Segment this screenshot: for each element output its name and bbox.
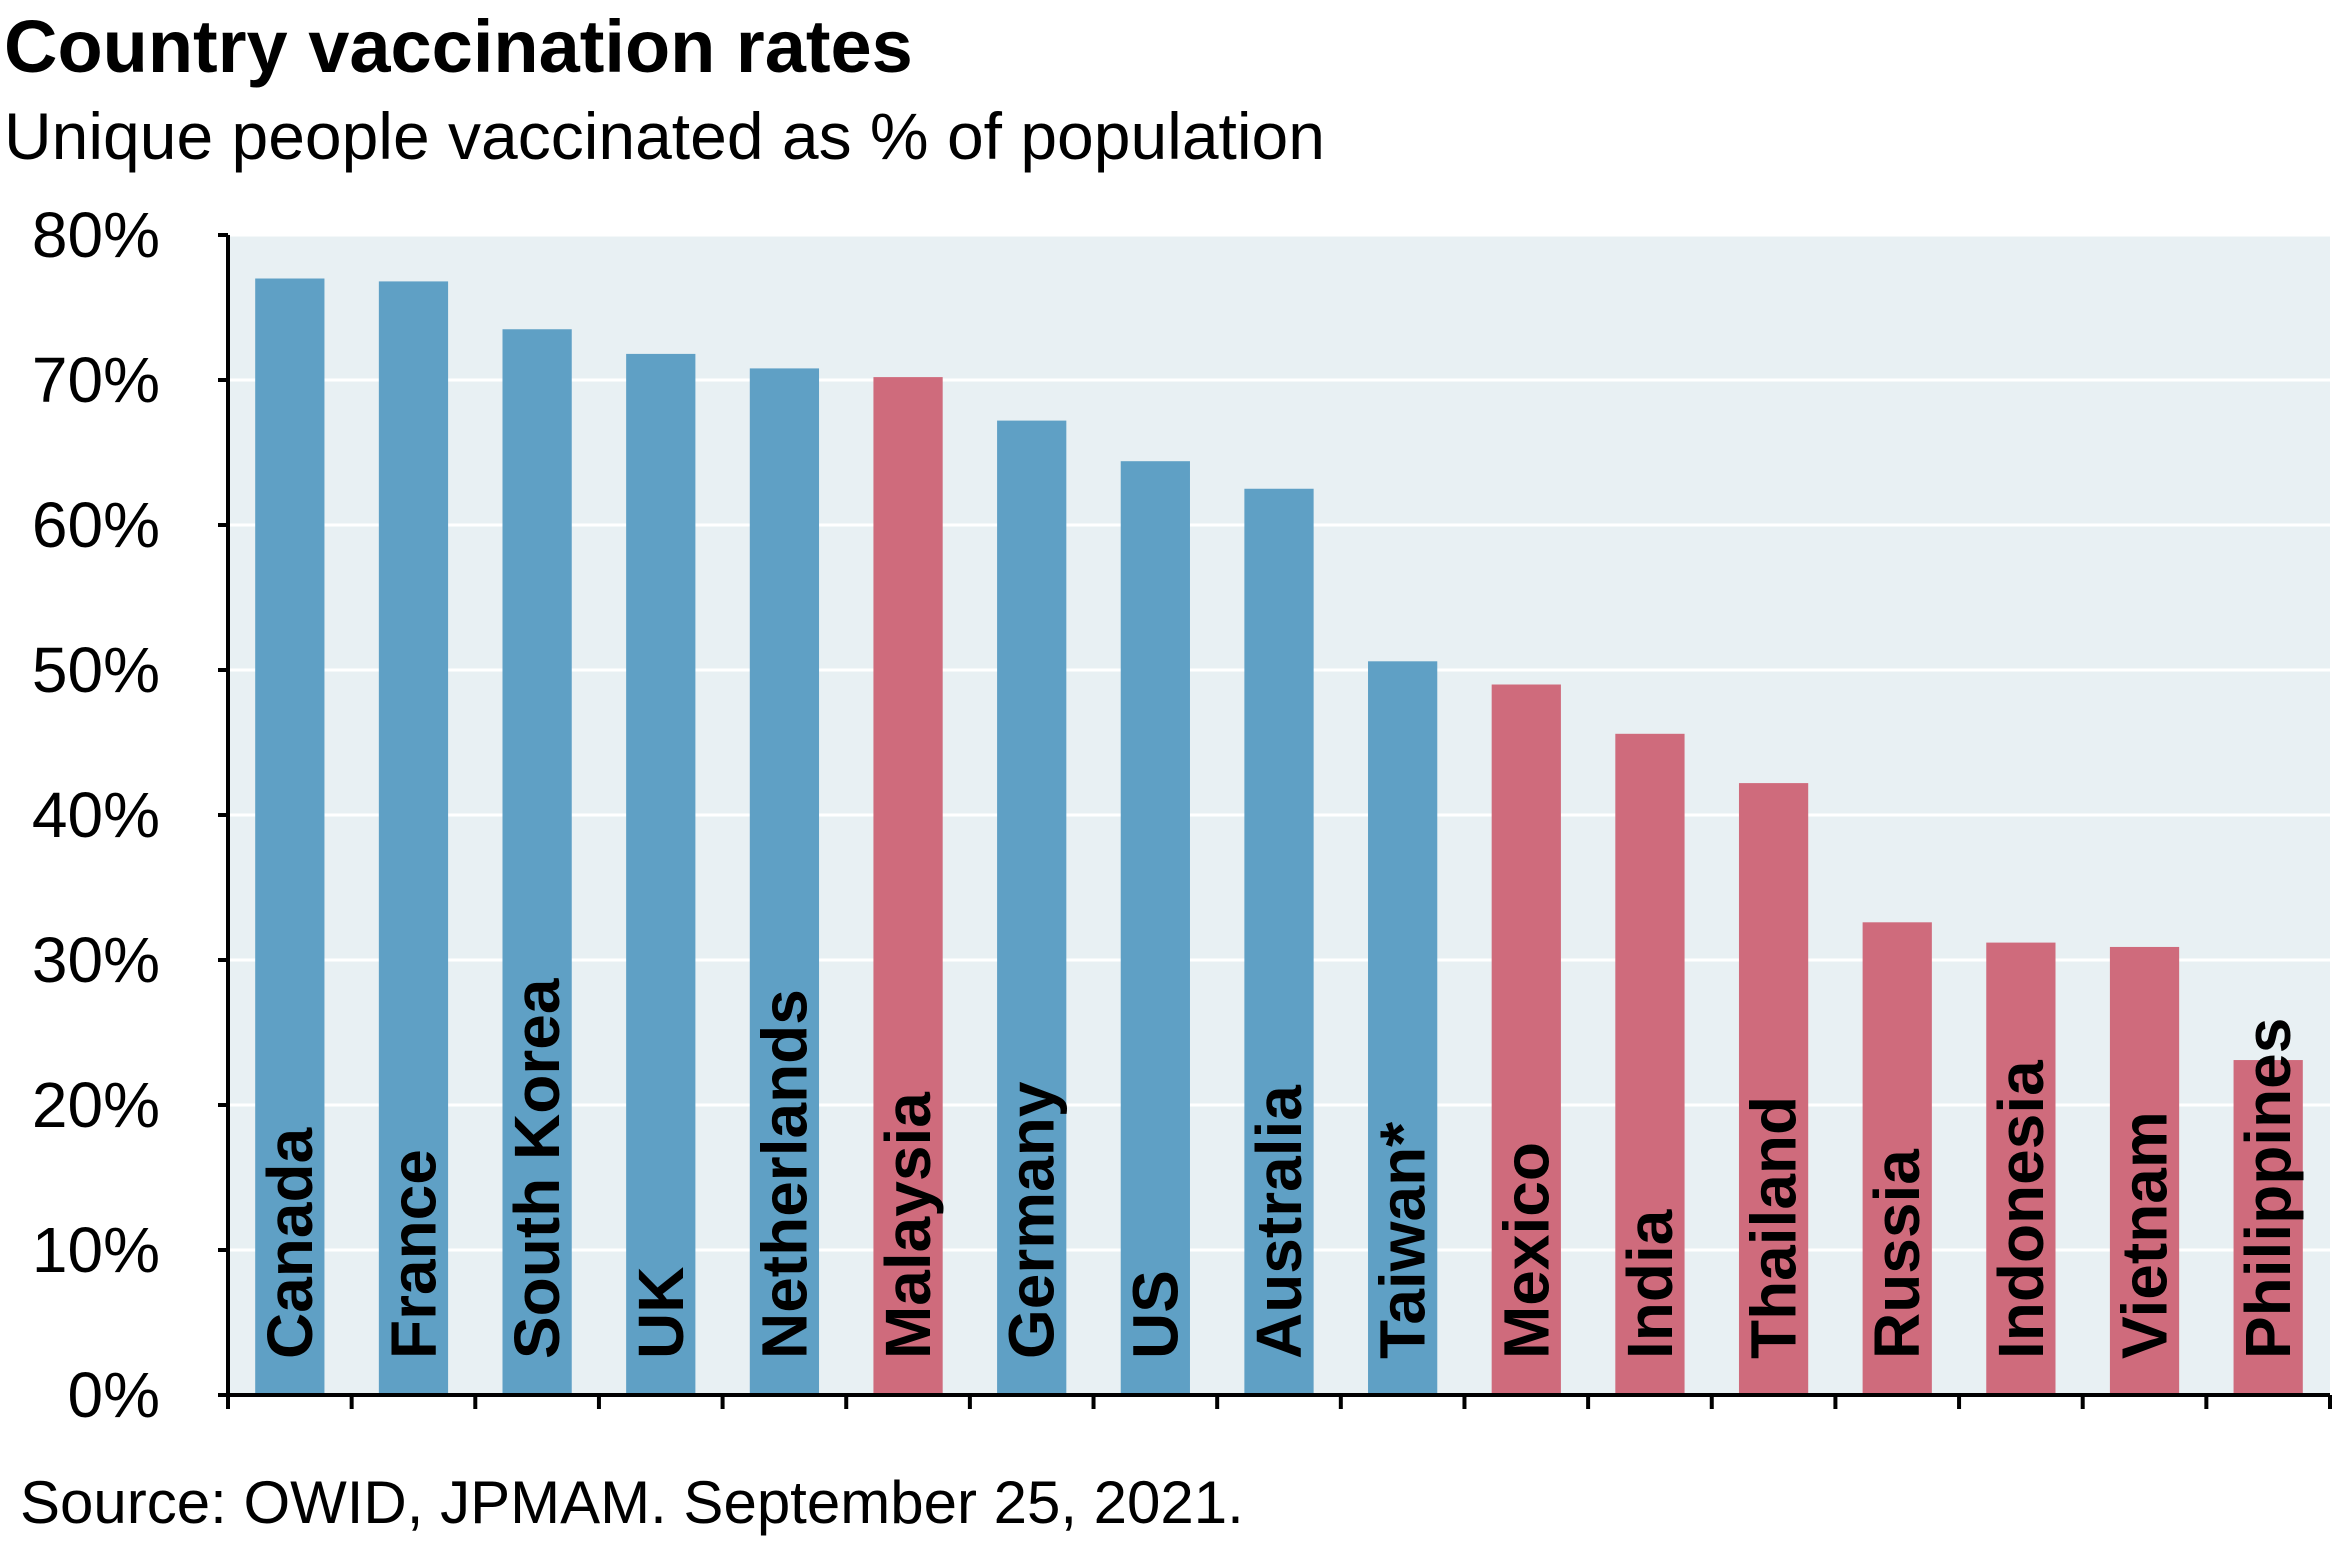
category-label: Russia xyxy=(1861,1149,1933,1359)
category-label: Thailand xyxy=(1738,1096,1810,1359)
bar xyxy=(749,368,820,1395)
category-label: Indonesia xyxy=(1985,1060,2057,1359)
bar xyxy=(873,377,943,1396)
y-tick-label: 60% xyxy=(32,489,160,561)
bar xyxy=(502,329,572,1395)
bar xyxy=(1368,661,1438,1395)
chart-title: Country vaccination rates xyxy=(4,5,913,88)
category-label: Australia xyxy=(1243,1085,1315,1359)
bar-labels: Canada France South Korea UK Netherlands Mala… xyxy=(254,978,2304,1359)
y-tick-label: 70% xyxy=(32,344,160,416)
source-note: Source: OWID, JPMAM. September 25, 2021. xyxy=(20,1469,1244,1536)
bar xyxy=(1738,783,1809,1395)
category-label: US xyxy=(1119,1270,1191,1359)
chart-subtitle: Unique people vaccinated as % of populat… xyxy=(4,99,1325,173)
bar xyxy=(2233,1060,2303,1395)
category-label: Taiwan* xyxy=(1367,1122,1439,1359)
category-label: Malaysia xyxy=(872,1092,944,1359)
category-label: Mexico xyxy=(1490,1142,1562,1359)
bar xyxy=(1120,461,1190,1395)
bar xyxy=(378,281,449,1395)
bar xyxy=(626,353,696,1395)
bar xyxy=(255,278,325,1395)
category-label: France xyxy=(377,1149,449,1359)
y-tick-label: 30% xyxy=(32,924,160,996)
bars xyxy=(255,278,2303,1396)
category-label: Germany xyxy=(996,1081,1068,1359)
bar xyxy=(1615,733,1685,1395)
bar xyxy=(2109,946,2180,1395)
bar xyxy=(1491,684,1561,1395)
bar xyxy=(1244,488,1314,1395)
y-tick-label: 40% xyxy=(32,779,160,851)
category-label: India xyxy=(1614,1209,1686,1359)
category-label: Philippines xyxy=(2232,1018,2304,1359)
y-tick-label: 50% xyxy=(32,634,160,706)
category-label: Vietnam xyxy=(2109,1111,2181,1359)
bar xyxy=(1986,942,2056,1395)
axes: 0% 10% 20% 30% 40% 50% 60% 70% 80% xyxy=(32,199,2332,1431)
category-label: Canada xyxy=(254,1127,326,1359)
category-label: Netherlands xyxy=(748,989,820,1359)
category-label: South Korea xyxy=(501,978,573,1359)
category-label: UK xyxy=(625,1267,697,1359)
y-tick-label: 20% xyxy=(32,1069,160,1141)
y-tick-label: 0% xyxy=(68,1359,161,1431)
bar xyxy=(997,420,1067,1396)
y-tick-label: 80% xyxy=(32,199,160,271)
y-tick-label: 10% xyxy=(32,1214,160,1286)
bar xyxy=(1862,922,1932,1395)
